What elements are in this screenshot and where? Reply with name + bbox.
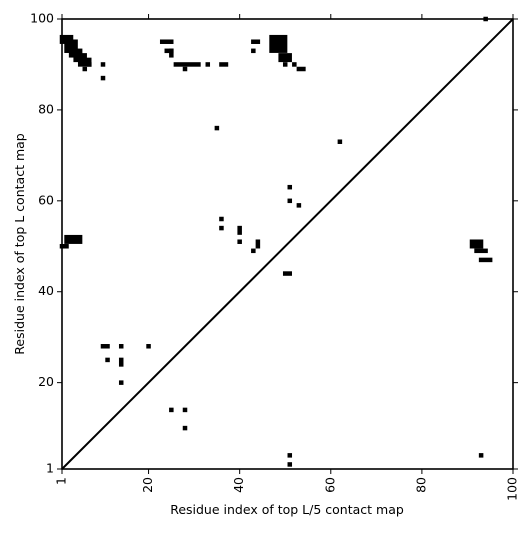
y-axis-label: Residue index of top L contact map — [12, 133, 27, 354]
contact-cell — [164, 48, 174, 54]
contact-cell — [474, 248, 488, 254]
contact-cell — [100, 75, 106, 81]
y-tick-label: 80 — [38, 101, 54, 116]
contact-cell — [237, 225, 242, 235]
contact-cell — [255, 239, 261, 249]
contact-cell — [219, 62, 229, 67]
y-tick-label: 20 — [38, 374, 54, 389]
contact-cell — [77, 57, 92, 67]
contact-cell — [82, 66, 88, 72]
contact-cell — [182, 407, 188, 413]
contact-cell — [287, 198, 293, 204]
x-tick-label: 100 — [505, 477, 520, 501]
plot-frame — [61, 18, 514, 470]
x-tick-label: 20 — [140, 477, 155, 493]
contact-cell — [146, 344, 151, 349]
contact-cell — [292, 62, 297, 67]
contact-cell — [159, 39, 174, 44]
contact-cell — [59, 244, 69, 249]
contact-cell — [287, 184, 293, 190]
contact-cell — [59, 34, 74, 44]
contact-cells — [59, 16, 493, 467]
contact-cell — [469, 239, 484, 249]
y-tick-label: 60 — [38, 192, 54, 207]
contact-cell — [478, 453, 484, 458]
contact-cell — [282, 271, 292, 276]
contact-cell — [100, 344, 110, 349]
y-tick-label: 40 — [38, 283, 54, 298]
contact-cell — [182, 425, 188, 431]
x-axis-label: Residue index of top L/5 contact map — [170, 502, 404, 517]
contact-cell — [118, 344, 124, 349]
contact-cell — [219, 225, 224, 231]
contact-cell — [478, 257, 493, 263]
y-tick-label: 100 — [30, 11, 54, 26]
contact-cell — [278, 53, 292, 63]
contact-cell — [87, 62, 92, 67]
contact-cell — [68, 48, 83, 58]
contact-cell — [287, 453, 293, 458]
x-tick-label: 40 — [231, 477, 246, 493]
contact-cell — [173, 62, 201, 67]
x-tick-label: 1 — [54, 477, 69, 485]
contact-cell — [118, 357, 124, 367]
contact-cell — [251, 248, 256, 254]
contact-cell — [100, 62, 106, 67]
x-tick-label: 80 — [413, 477, 428, 493]
contact-cell — [64, 234, 83, 244]
contact-cell — [73, 53, 87, 63]
contact-cell — [182, 66, 188, 72]
contact-cell — [296, 66, 306, 72]
contact-cell — [214, 125, 220, 131]
contact-cell — [251, 48, 256, 54]
contact-cell — [337, 139, 343, 144]
contact-cell — [296, 203, 302, 208]
contact-cell — [118, 380, 124, 385]
contact-cell — [237, 239, 242, 244]
contact-cell — [251, 39, 261, 44]
x-tick-label: 60 — [322, 477, 337, 493]
contact-cell — [219, 216, 224, 222]
contact-cell — [205, 62, 211, 67]
contact-cell — [105, 357, 110, 363]
diagonal-line — [61, 18, 514, 470]
y-tick-label: 1 — [46, 461, 54, 476]
contact-cell — [287, 462, 293, 467]
contact-cell — [169, 407, 174, 413]
contact-cell — [269, 34, 288, 53]
contact-cell — [282, 62, 288, 67]
